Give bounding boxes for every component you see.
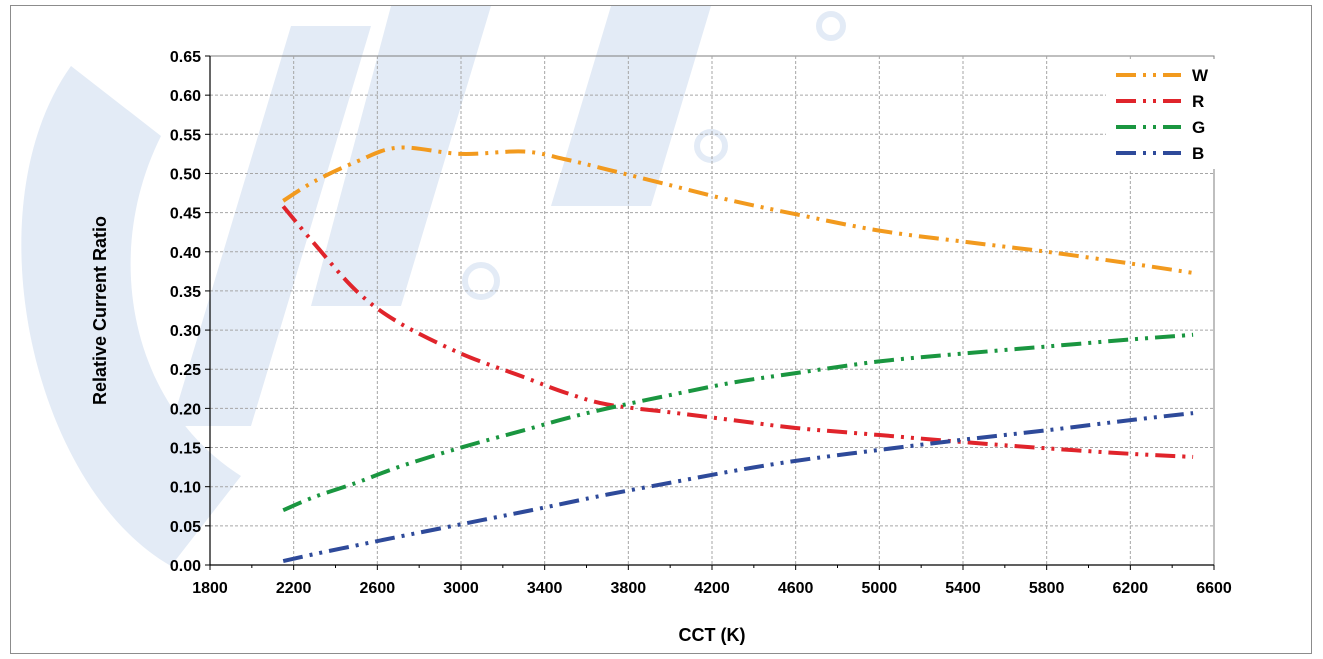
y-tick-label: 0.10 (170, 480, 201, 497)
series (281, 145, 1194, 564)
series-line-r (281, 205, 1194, 459)
y-tick-label: 0.60 (170, 88, 201, 105)
watermark-stroke-2 (311, 6, 491, 306)
series-line-g (282, 332, 1194, 513)
legend-box (1106, 59, 1221, 169)
x-tick-label: 3800 (611, 580, 647, 597)
x-tick-label: 3400 (527, 580, 563, 597)
x-tick-label: 6600 (1196, 580, 1232, 597)
y-tick-label: 0.30 (170, 323, 201, 340)
x-tick-label: 4600 (778, 580, 814, 597)
y-axis-title: Relative Current Ratio (90, 216, 110, 405)
y-tick-label: 0.25 (170, 362, 201, 379)
y-tick-label: 0.15 (170, 441, 201, 458)
watermark-dot-1 (462, 262, 500, 300)
grid (209, 55, 1215, 566)
x-tick-label: 1800 (192, 580, 228, 597)
x-tick-label: 6200 (1113, 580, 1149, 597)
axes: 1800 2200 2600 3000 3400 3800 4200 4600 5000 5400… (170, 49, 1232, 597)
x-tick-label: 3000 (443, 580, 479, 597)
x-tick-label: 2600 (360, 580, 396, 597)
legend-label-g: G (1192, 118, 1205, 137)
legend-label-b: B (1192, 144, 1204, 163)
x-tick-label: 5800 (1029, 580, 1065, 597)
line-chart: 1800 2200 2600 3000 3400 3800 4200 4600 5000 5400… (90, 49, 1232, 645)
watermark-dot-2 (694, 129, 728, 163)
chart-frame: 1800 2200 2600 3000 3400 3800 4200 4600 5000 5400… (10, 5, 1312, 654)
y-tick-label: 0.05 (170, 519, 201, 536)
x-tick-label: 5400 (945, 580, 981, 597)
series-line-b (282, 411, 1194, 564)
watermark-stroke-1 (171, 26, 371, 426)
x-tick-label: 5000 (862, 580, 898, 597)
x-tick-label: 4200 (694, 580, 730, 597)
legend-label-w: W (1192, 66, 1209, 85)
y-tick-label: 0.50 (170, 166, 201, 183)
y-tick-label: 0.00 (170, 558, 201, 575)
y-tick-label: 0.20 (170, 401, 201, 418)
legend-label-r: R (1192, 92, 1204, 111)
watermark-logo (21, 6, 846, 566)
y-tick-label: 0.45 (170, 206, 201, 223)
x-tick-label: 2200 (276, 580, 312, 597)
x-axis-title: CCT (K) (679, 625, 746, 645)
watermark-dot-3 (816, 11, 846, 41)
watermark-arc (21, 66, 241, 566)
y-tick-label: 0.35 (170, 284, 201, 301)
y-tick-label: 0.40 (170, 245, 201, 262)
series-line-w (282, 145, 1194, 275)
y-tick-label: 0.65 (170, 49, 201, 66)
y-tick-label: 0.55 (170, 127, 201, 144)
